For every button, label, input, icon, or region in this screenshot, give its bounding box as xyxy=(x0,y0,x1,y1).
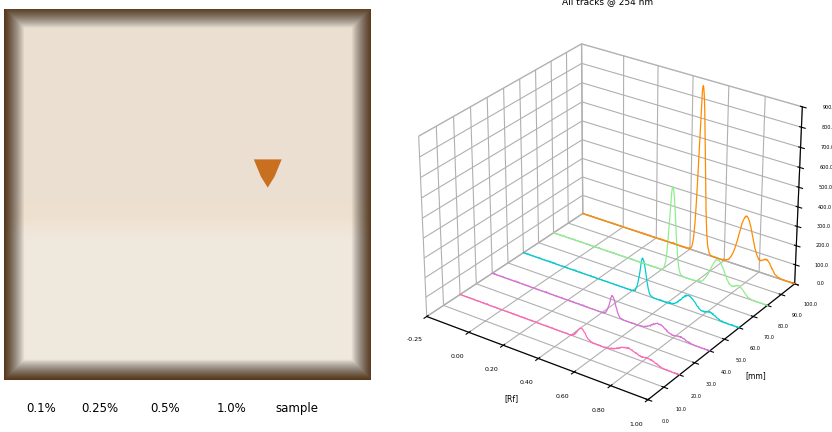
Text: 0.5%: 0.5% xyxy=(151,402,180,415)
Y-axis label: [mm]: [mm] xyxy=(745,371,766,380)
Title: All tracks @ 254 nm: All tracks @ 254 nm xyxy=(562,0,653,6)
Text: 1.0%: 1.0% xyxy=(216,402,246,415)
Text: 0.25%: 0.25% xyxy=(81,402,118,415)
X-axis label: [Rf]: [Rf] xyxy=(504,394,518,403)
Polygon shape xyxy=(254,159,282,187)
Text: sample: sample xyxy=(275,402,319,415)
Text: 0.1%: 0.1% xyxy=(26,402,56,415)
